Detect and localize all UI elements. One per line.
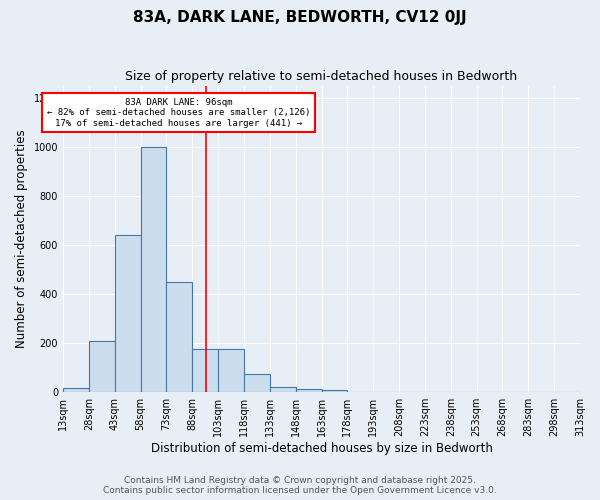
Bar <box>322 390 347 392</box>
Title: Size of property relative to semi-detached houses in Bedworth: Size of property relative to semi-detach… <box>125 70 518 83</box>
Bar <box>89 340 115 392</box>
Bar <box>270 388 296 392</box>
Bar <box>115 235 140 392</box>
Text: 83A, DARK LANE, BEDWORTH, CV12 0JJ: 83A, DARK LANE, BEDWORTH, CV12 0JJ <box>133 10 467 25</box>
Y-axis label: Number of semi-detached properties: Number of semi-detached properties <box>15 130 28 348</box>
Bar <box>296 388 322 392</box>
Bar <box>244 374 270 392</box>
Bar <box>192 350 218 392</box>
Bar <box>166 282 192 392</box>
Bar <box>63 388 89 392</box>
Bar <box>218 350 244 392</box>
Bar <box>140 147 166 392</box>
Text: Contains HM Land Registry data © Crown copyright and database right 2025.
Contai: Contains HM Land Registry data © Crown c… <box>103 476 497 495</box>
Text: 83A DARK LANE: 96sqm
← 82% of semi-detached houses are smaller (2,126)
17% of se: 83A DARK LANE: 96sqm ← 82% of semi-detac… <box>47 98 310 128</box>
X-axis label: Distribution of semi-detached houses by size in Bedworth: Distribution of semi-detached houses by … <box>151 442 493 455</box>
